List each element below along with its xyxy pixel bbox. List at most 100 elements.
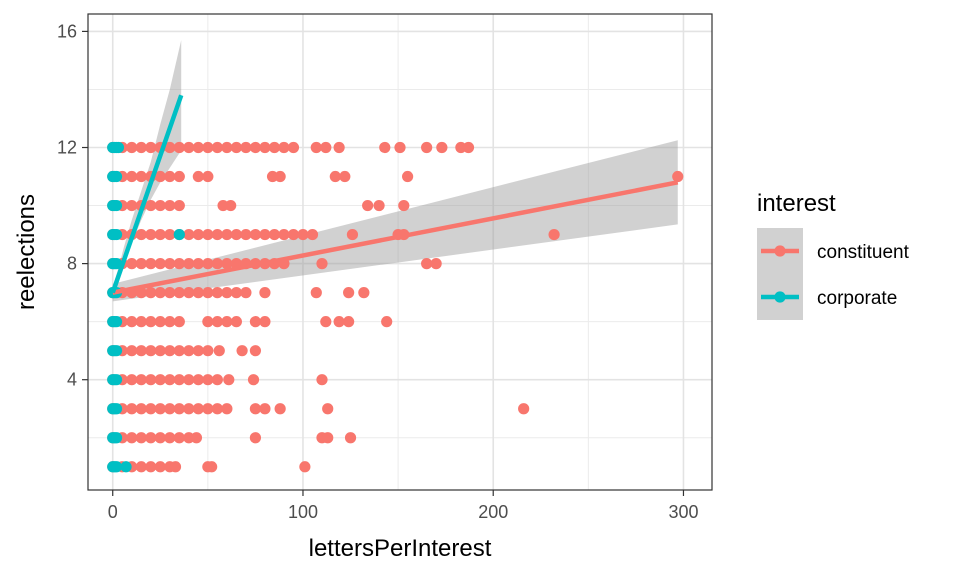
point-constituent <box>259 403 271 415</box>
point-constituent <box>278 141 290 154</box>
point-constituent <box>240 141 252 154</box>
point-constituent <box>221 258 233 270</box>
point-constituent <box>135 316 147 328</box>
point-constituent <box>164 258 176 270</box>
point-constituent <box>230 228 242 241</box>
point-constituent <box>394 141 406 154</box>
legend-label-constituent: constituent <box>817 242 910 263</box>
point-constituent <box>183 345 195 357</box>
y-axis-title: reelections <box>13 194 40 310</box>
point-constituent <box>343 287 355 299</box>
point-constituent <box>259 287 271 299</box>
legend-point-constituent <box>774 245 786 257</box>
point-constituent <box>462 141 475 154</box>
point-constituent <box>154 258 166 270</box>
point-constituent <box>310 141 322 154</box>
point-constituent <box>287 228 300 241</box>
point-constituent <box>421 258 433 270</box>
x-tick-label: 300 <box>668 502 698 522</box>
panel-border <box>87 13 713 491</box>
point-constituent <box>173 374 185 386</box>
point-constituent <box>202 345 214 357</box>
point-constituent <box>126 374 138 386</box>
point-constituent <box>126 170 138 183</box>
point-constituent <box>230 316 242 328</box>
point-constituent <box>249 432 262 444</box>
point-constituent <box>211 141 223 154</box>
point-constituent <box>126 141 138 154</box>
point-constituent <box>173 141 185 154</box>
point-constituent <box>164 199 176 212</box>
point-constituent <box>145 199 157 212</box>
point-constituent <box>154 461 166 473</box>
point-constituent <box>202 228 214 241</box>
point-constituent <box>126 316 138 328</box>
point-constituent <box>230 141 242 154</box>
point-constituent <box>329 170 341 183</box>
point-constituent <box>154 316 166 328</box>
point-constituent <box>259 316 271 328</box>
point-constituent <box>135 258 147 270</box>
point-constituent <box>249 345 262 357</box>
point-constituent <box>164 403 176 415</box>
point-constituent <box>192 170 204 183</box>
point-constituent <box>236 345 248 357</box>
point-constituent <box>164 170 176 183</box>
point-constituent <box>183 374 195 386</box>
point-constituent <box>154 228 166 241</box>
point-constituent <box>421 141 433 154</box>
point-constituent <box>322 432 334 444</box>
point-constituent <box>240 228 252 241</box>
point-constituent <box>202 170 214 183</box>
point-constituent <box>135 170 147 183</box>
legend-label-corporate: corporate <box>817 288 897 309</box>
point-constituent <box>145 461 157 473</box>
point-constituent <box>154 403 166 415</box>
point-corporate <box>112 141 125 154</box>
point-constituent <box>135 403 147 415</box>
point-corporate <box>173 228 185 241</box>
point-constituent <box>145 141 157 154</box>
point-constituent <box>135 228 147 241</box>
point-constituent <box>225 199 237 212</box>
legend-point-corporate <box>774 291 786 303</box>
axis-ticks <box>82 30 685 496</box>
point-constituent <box>145 403 157 415</box>
point-constituent <box>343 316 355 328</box>
point-constituent <box>202 316 214 328</box>
trend-lines <box>110 94 679 295</box>
point-constituent <box>192 374 204 386</box>
point-constituent <box>164 316 176 328</box>
point-constituent <box>164 432 176 444</box>
point-constituent <box>381 316 393 328</box>
point-constituent <box>362 199 374 212</box>
point-constituent <box>268 228 281 241</box>
point-constituent <box>183 287 195 299</box>
point-constituent <box>223 374 235 386</box>
point-constituent <box>333 141 345 154</box>
legend: interest constituent corporate <box>757 190 910 320</box>
point-constituent <box>192 403 204 415</box>
point-constituent <box>154 287 166 299</box>
point-constituent <box>145 345 157 357</box>
point-constituent <box>164 287 176 299</box>
point-constituent <box>145 316 157 328</box>
point-constituent <box>135 432 147 444</box>
y-tick-label: 16 <box>57 21 77 41</box>
x-axis-title: lettersPerInterest <box>309 535 492 562</box>
point-constituent <box>164 345 176 357</box>
point-constituent <box>202 374 214 386</box>
x-tick-label: 200 <box>478 502 508 522</box>
point-constituent <box>310 287 322 299</box>
point-constituent <box>169 461 182 473</box>
point-corporate <box>110 432 123 444</box>
point-constituent <box>221 287 233 299</box>
point-constituent <box>211 287 223 299</box>
point-corporate <box>110 258 123 270</box>
point-constituent <box>274 403 286 415</box>
point-constituent <box>145 228 157 241</box>
point-constituent <box>211 316 223 328</box>
point-constituent <box>173 432 185 444</box>
y-tick-label: 4 <box>67 370 77 390</box>
point-corporate <box>110 170 123 183</box>
